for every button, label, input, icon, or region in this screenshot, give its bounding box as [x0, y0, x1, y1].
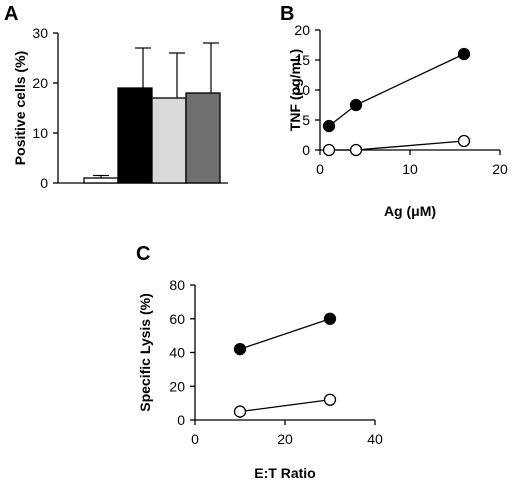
- filled-point-b: [457, 47, 471, 61]
- open-point-c: [323, 393, 337, 406]
- y-tick-label-c: 0: [177, 412, 185, 428]
- y-tick-label-a: 30: [32, 25, 48, 41]
- panel-letter-c: C: [136, 243, 150, 265]
- y-tick-label-b: 15: [294, 52, 310, 68]
- filled-point-b: [322, 119, 336, 133]
- y-tick-label-b: 10: [294, 82, 310, 98]
- series-line-b: [328, 53, 465, 127]
- panel-letter-b: B: [280, 3, 294, 25]
- x-tick-label-b: 20: [492, 161, 508, 177]
- filled-point-c: [233, 342, 247, 356]
- y-axis-label-b: TNF (pg/mL): [287, 49, 303, 131]
- x-tick-label-c: 40: [367, 431, 383, 447]
- y-tick-label-b: 20: [294, 22, 310, 38]
- bar: [117, 87, 153, 184]
- x-axis-label-c: E:T Ratio: [254, 465, 315, 481]
- panel-letter-a: A: [4, 3, 18, 25]
- y-tick-label-a: 10: [32, 125, 48, 141]
- panel-b-tnf-chart: B 0 5 10 15 20 0 10 20 TNF (pg/mL) Ag (μM): [280, 3, 508, 219]
- y-tick-label-a: 0: [40, 175, 48, 191]
- bar: [151, 97, 187, 184]
- bar: [83, 177, 119, 184]
- series-line-b: [329, 140, 465, 151]
- y-tick-label-c: 20: [169, 378, 185, 394]
- x-tick-label-b: 0: [316, 161, 324, 177]
- y-tick-label-c: 40: [169, 345, 185, 361]
- y-axis-label-a: Positive cells (%): [12, 51, 28, 165]
- y-tick-label-c: 60: [169, 311, 185, 327]
- filled-point-b: [349, 98, 363, 112]
- y-tick-label-b: 5: [302, 112, 310, 128]
- series-line-c: [239, 318, 331, 350]
- y-tick-label-c: 80: [169, 277, 185, 293]
- x-tick-label-c: 20: [277, 431, 293, 447]
- filled-point-c: [323, 312, 337, 325]
- y-axis-label-c: Specific Lysis (%): [137, 293, 153, 412]
- x-tick-label-b: 10: [402, 161, 418, 177]
- open-point-b: [457, 134, 471, 148]
- y-tick-label-b: 0: [302, 142, 310, 158]
- series-line-c: [239, 399, 331, 413]
- open-point-b: [349, 143, 363, 157]
- bar: [185, 92, 221, 184]
- x-axis-label-b: Ag (μM): [384, 203, 436, 219]
- x-tick-label-c: 0: [191, 431, 199, 447]
- open-point-b: [322, 143, 336, 157]
- panel-c-lysis-chart: C 0 20 40 60 80 0 20 40 Specific Lysis (%) E:T Rat…: [136, 243, 383, 481]
- open-point-c: [233, 405, 247, 418]
- y-tick-label-a: 20: [32, 75, 48, 91]
